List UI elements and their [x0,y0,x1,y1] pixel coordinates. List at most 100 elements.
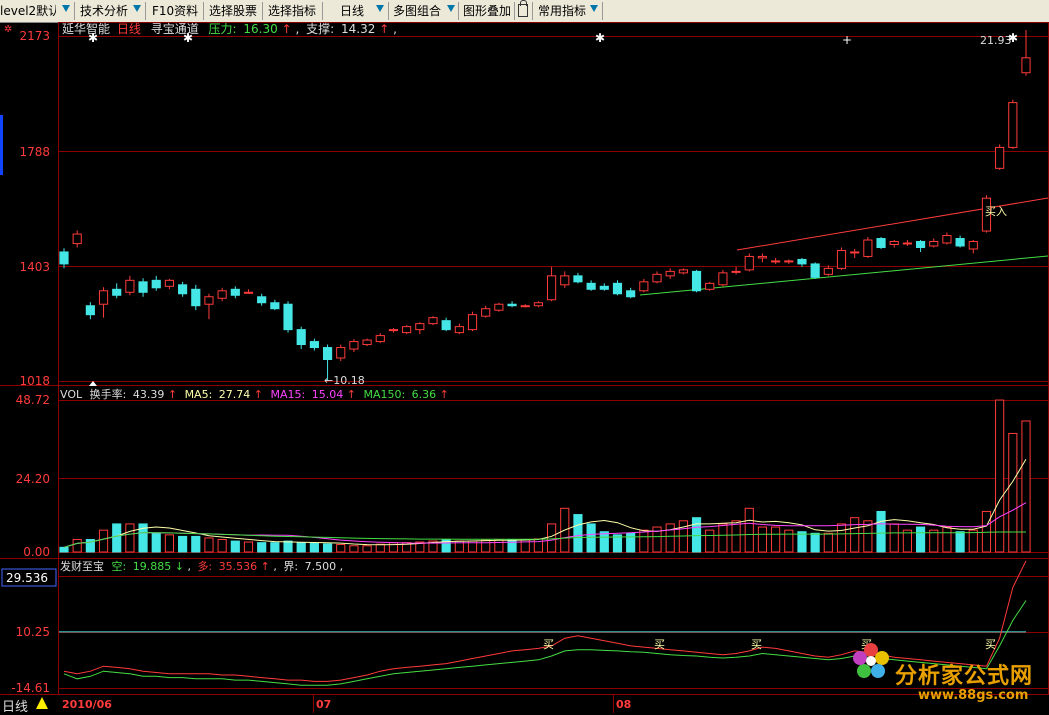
period-label: 日线 [117,22,141,36]
volume-bar [942,526,952,553]
separator-comma: , [340,560,344,573]
triangle-up-icon[interactable] [36,697,48,709]
candle-body [402,326,412,334]
separator-comma: , [393,22,397,36]
candle-body [72,233,82,245]
volume-bar [744,507,754,553]
volume-bar [705,529,715,553]
duo-label: 多: [197,559,212,573]
toolbar-f10-info[interactable]: F10资料 [152,4,199,18]
support-value: 14.32 [341,22,375,36]
toolbar-separator [262,2,263,20]
candle-body [112,288,122,296]
dropdown-arrow-icon[interactable] [62,5,70,12]
candle-body [810,263,820,278]
volume-bar [296,542,306,553]
up-arrow-icon: ↑ [168,388,177,401]
candle-body [191,288,201,307]
turnover-value: 43.39 [133,388,165,401]
candle-body [336,347,346,359]
candle-body [586,282,596,290]
candle-body [626,290,636,298]
dropdown-arrow-icon[interactable] [133,5,141,12]
toolbar-multi-chart[interactable]: 多图组合 [393,4,442,18]
toolbar-common-indicators[interactable]: 常用指标 [538,4,587,18]
toolbar-select-indicator[interactable]: 选择指标 [268,4,317,18]
volume-bar [112,523,122,553]
toolbar-technical-analysis[interactable]: 技术分析 [80,4,129,18]
volume-bar [981,510,992,553]
y-tick-main-3: 1018 [19,374,50,388]
volume-bar [481,539,491,553]
volume-series [59,399,1031,553]
vol-panel-title: VOL 换手率: 43.39 ↑ MA5: 27.74 ↑ MA15: 15.0… [60,387,449,401]
ma150-label: MA150: [363,388,405,401]
toolbar-separator [203,2,204,20]
volume-ma-series [63,458,1027,548]
volume-bar [902,529,912,553]
star-icon: ✱ [88,31,98,45]
buy-signal-label: 买入 [985,205,1007,218]
separator-comma: , [273,560,277,573]
ma5-value: 27.74 [219,388,251,401]
candle-body [428,317,438,325]
scroll-indicator[interactable] [0,115,3,175]
volume-bar [889,523,899,553]
star-icon: ✱ [1008,31,1018,45]
volume-bar [863,520,873,553]
volume-bar [375,543,385,553]
gear-icon[interactable]: ✲ [4,24,12,35]
candle-body [481,308,491,317]
period-tab[interactable]: 日线 [2,700,29,715]
candle-body [955,238,965,247]
dropdown-arrow-icon[interactable] [447,5,455,12]
volume-bar [1008,432,1018,553]
volume-bar [547,523,557,553]
jie-value: 7.500 [305,560,337,573]
dropdown-arrow-icon[interactable] [590,5,598,12]
candle-body [995,146,1005,169]
candle-body [744,255,754,271]
y-tick-main-0: 2173 [19,29,50,43]
candle-body [243,291,254,294]
volume-bar [349,545,359,553]
toolbar-separator [532,2,533,20]
toolbar-level2-default[interactable]: level2默认 [0,4,56,18]
volume-bar [191,535,201,553]
toolbar-separator [388,2,389,20]
candle-body [850,251,860,254]
candle-body [942,235,952,244]
x-label-2: 08 [616,698,631,711]
candle-body [125,279,135,293]
candle-body [1021,57,1031,74]
ma15-value: 15.04 [312,388,344,401]
lock-icon[interactable] [518,0,528,17]
candle-body [349,341,359,350]
volume-bar [362,545,372,553]
candle-body [797,258,807,265]
candle-body [836,249,847,269]
toolbar-separator [458,2,459,20]
candle-body [98,290,109,305]
candle-body [652,273,662,283]
candle-body [691,270,702,292]
candle-body [178,284,188,295]
dropdown-arrow-icon[interactable] [376,5,384,12]
buy-mark: 买 [861,638,872,651]
volume-bar [428,540,438,553]
candle-body [217,290,227,299]
toolbar-daily-period[interactable]: 日线 [340,4,365,18]
up-arrow-icon: ↑ [440,388,449,401]
candle-body [230,288,240,296]
volume-bar [718,523,728,553]
volume-bar [968,529,978,553]
candle-body [981,197,992,232]
candle-body [151,279,161,289]
toolbar-select-stock[interactable]: 选择股票 [209,4,258,18]
toolbar-overlay-chart[interactable]: 图形叠加 [463,4,512,18]
candle-body [454,326,464,334]
volume-bar [85,539,95,553]
watermark-name: 分析家公式网 [895,664,1034,689]
pressure-channel-line [736,197,1049,251]
